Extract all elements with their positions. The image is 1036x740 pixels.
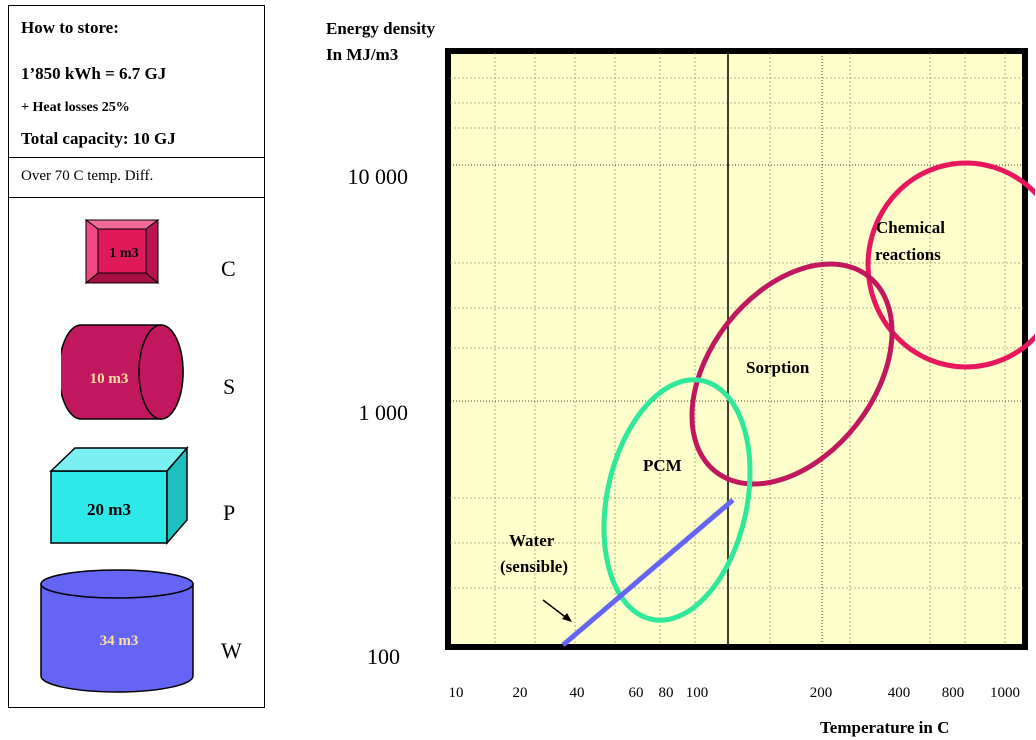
sorption-volume-icon	[61, 324, 184, 420]
y-tick-1000: 1 000	[358, 400, 409, 425]
x-tick-80: 80	[658, 685, 674, 701]
water-label-line2: (sensible)	[500, 557, 568, 576]
storage-losses: + Heat losses 25%	[21, 100, 130, 115]
major-grid	[450, 53, 1023, 645]
chemical-reactions-label-line1: Chemical	[876, 218, 945, 237]
chemical-volume-label: 1 m3	[109, 246, 139, 261]
water-volume-label: 34 m3	[99, 633, 139, 649]
x-tick-100: 100	[685, 685, 709, 701]
chemical-reactions-region	[865, 160, 1035, 370]
x-tick-20: 20	[512, 685, 528, 701]
sorption-label: Sorption	[746, 358, 810, 377]
x-axis-title: Temperature in C	[820, 718, 950, 737]
volume-comparison-box: 1 m3 C 10 m3 S 20 m3 P 34 m3 W	[8, 197, 265, 708]
x-tick-1000: 1000	[990, 685, 1020, 701]
temp-diff-text: Over 70 C temp. Diff.	[21, 168, 154, 184]
y-axis-title-line2: In MJ/m3	[326, 45, 399, 64]
chemical-letter: C	[221, 256, 236, 281]
water-letter: W	[221, 638, 242, 663]
x-tick-40: 40	[569, 685, 585, 701]
temp-diff-box: Over 70 C temp. Diff.	[8, 157, 265, 198]
storage-heading: How to store:	[21, 18, 119, 37]
sorption-volume-label: 10 m3	[89, 371, 129, 387]
minor-grid	[450, 53, 1023, 645]
plot-area	[445, 48, 1035, 650]
x-tick-200: 200	[809, 685, 833, 701]
x-tick-400: 400	[887, 685, 911, 701]
sorption-letter: S	[223, 374, 236, 399]
chemical-volume-icon	[85, 219, 160, 285]
chemical-reactions-label-line2: reactions	[875, 245, 941, 264]
y-axis-title-line1: Energy density	[326, 19, 436, 38]
pcm-volume-label: 20 m3	[87, 500, 131, 519]
water-label-line1: Water	[509, 531, 555, 550]
water-volume-icon	[40, 569, 194, 693]
water-pointer-arrow	[542, 599, 569, 620]
pcm-label: PCM	[643, 456, 682, 475]
x-tick-800: 800	[941, 685, 965, 701]
pcm-letter: P	[223, 500, 236, 525]
water-sensible-line	[561, 498, 735, 647]
pcm-region	[601, 377, 753, 623]
storage-energy: 1’850 kWh = 6.7 GJ	[21, 64, 167, 83]
sorption-region	[689, 261, 895, 487]
x-tick-10: 10	[448, 685, 464, 701]
pcm-volume-icon	[49, 446, 189, 546]
y-tick-10000: 10 000	[347, 164, 409, 189]
storage-summary-box: How to store: 1’850 kWh = 6.7 GJ + Heat …	[8, 5, 265, 158]
y-tick-100: 100	[367, 644, 400, 669]
x-tick-60: 60	[628, 685, 644, 701]
storage-total: Total capacity: 10 GJ	[21, 129, 176, 148]
